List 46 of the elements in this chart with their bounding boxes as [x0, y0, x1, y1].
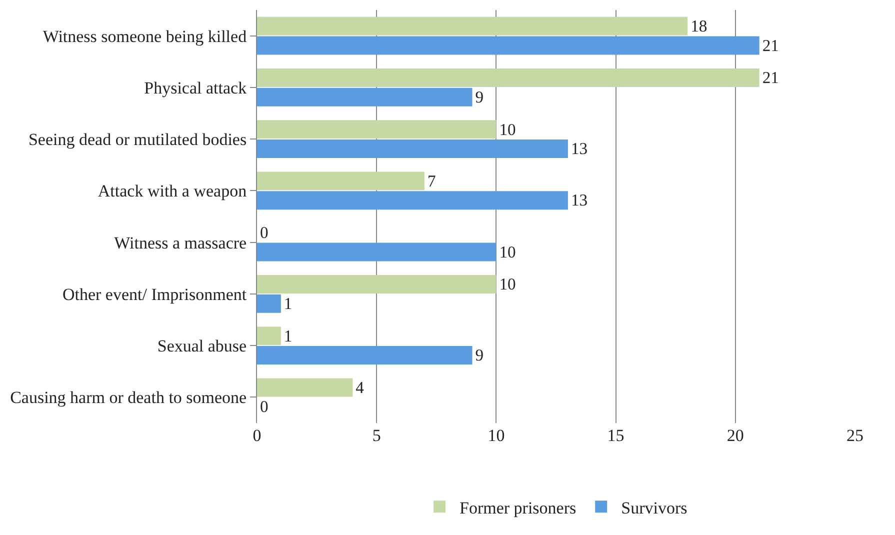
x-tick-label: 20 — [726, 426, 744, 445]
bar — [257, 294, 281, 313]
bar — [257, 16, 688, 36]
data-label: 1 — [284, 326, 292, 346]
bar — [257, 191, 568, 210]
bar — [257, 274, 496, 294]
bar — [257, 88, 472, 106]
bar — [257, 68, 760, 88]
bar — [257, 120, 496, 139]
legend-label: Survivors — [621, 498, 688, 518]
y-tick-label: Witness someone being killed — [42, 26, 248, 46]
data-label: 4 — [356, 378, 365, 397]
y-tick-label: Witness a massacre — [114, 233, 247, 252]
y-tick-label: Sexual abuse — [157, 336, 247, 356]
bar — [257, 326, 281, 346]
x-tick-label: 5 — [372, 426, 381, 445]
bar — [257, 346, 472, 365]
data-label: 1 — [284, 294, 292, 313]
y-tick-label: Causing harm or death to someone — [10, 388, 247, 408]
x-tick-label: 25 — [846, 426, 864, 445]
data-label: 10 — [499, 242, 516, 262]
y-tick-label: Attack with a weapon — [98, 182, 248, 201]
y-tick-label: Other event/ Imprisonment — [62, 284, 247, 304]
data-label: 13 — [570, 139, 588, 158]
data-label: 7 — [427, 171, 436, 190]
bar — [257, 172, 424, 190]
bar — [257, 242, 496, 262]
data-label: 21 — [762, 68, 779, 88]
x-tick-label: 15 — [607, 426, 624, 445]
bar — [257, 139, 568, 158]
legend-label: Former prisoners — [460, 498, 576, 518]
y-tick-label: Physical attack — [144, 78, 248, 98]
data-label: 10 — [499, 120, 516, 139]
bar — [257, 36, 760, 55]
data-label: 9 — [475, 87, 484, 106]
x-tick-label: 10 — [488, 426, 505, 445]
x-tick-label: 0 — [252, 426, 262, 445]
data-label: 10 — [499, 274, 516, 294]
data-label: 0 — [260, 223, 268, 242]
data-label: 18 — [690, 16, 708, 36]
data-label: 13 — [570, 190, 588, 210]
data-label: 0 — [260, 397, 268, 416]
data-label: 21 — [762, 36, 779, 55]
bar — [257, 378, 353, 397]
data-label: 9 — [475, 346, 484, 365]
y-tick-label: Seeing dead or mutilated bodies — [28, 130, 247, 150]
